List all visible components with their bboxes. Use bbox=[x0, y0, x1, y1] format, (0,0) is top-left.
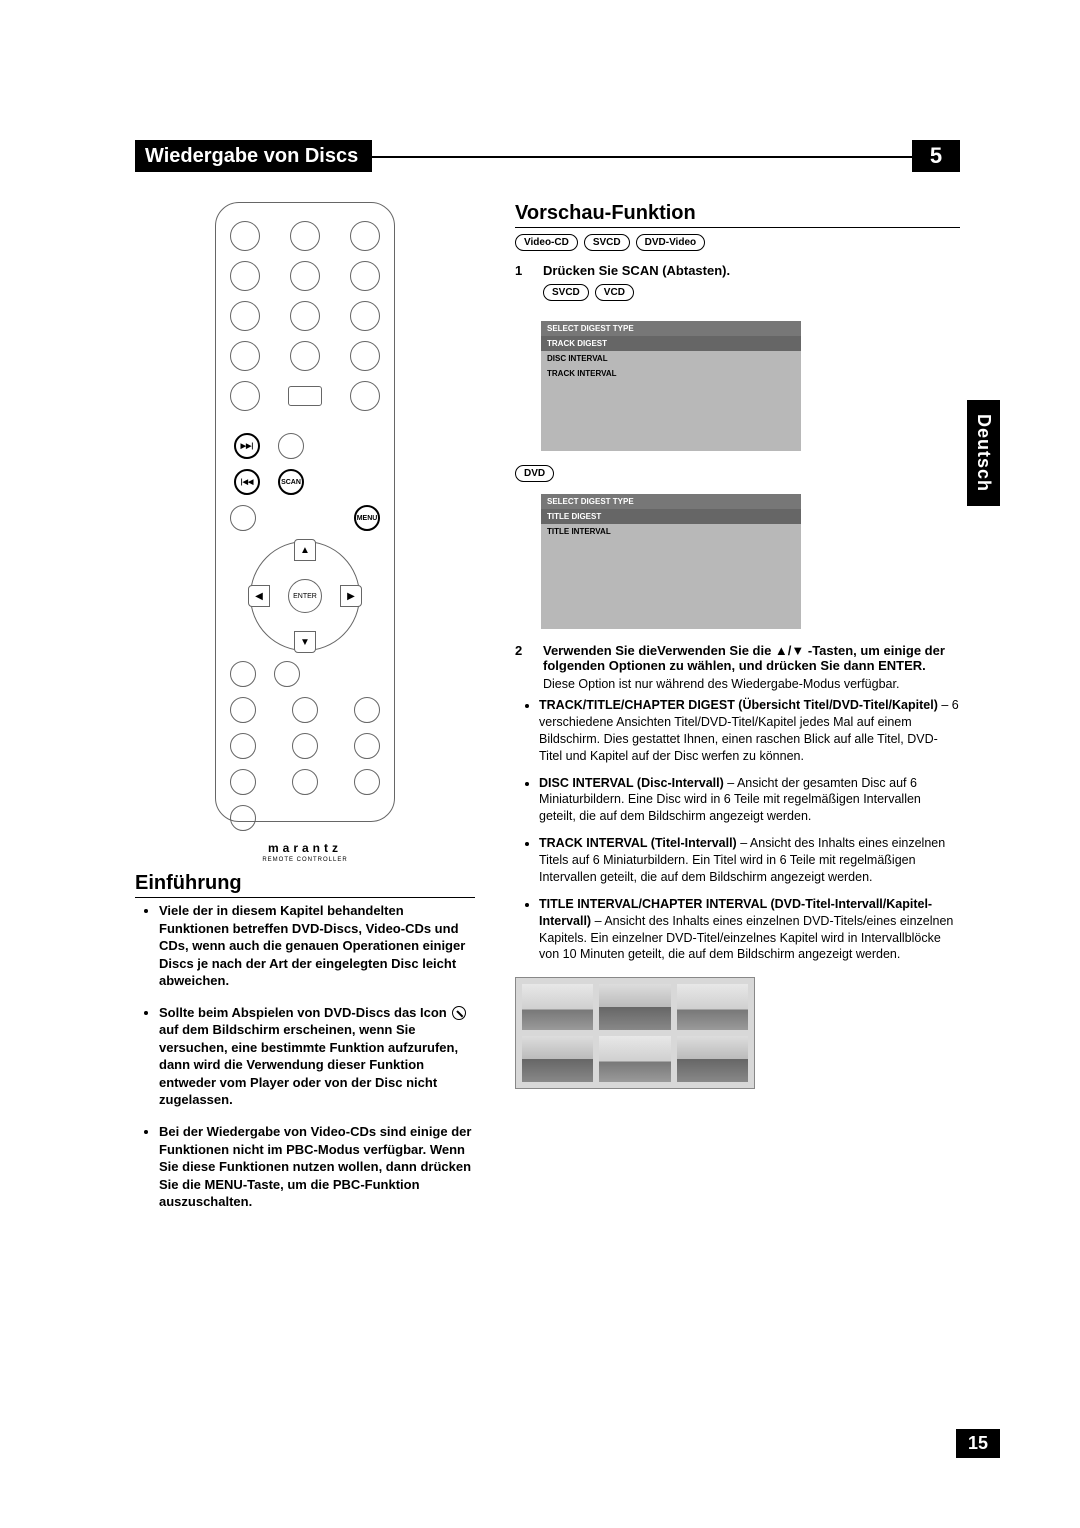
bullet-item: TRACK INTERVAL (Titel-Intervall) – Ansic… bbox=[539, 835, 960, 886]
thumbnail bbox=[522, 1036, 593, 1082]
dpad-left-icon: ◀ bbox=[248, 585, 270, 607]
option-bullets: TRACK/TITLE/CHAPTER DIGEST (Übersicht Ti… bbox=[515, 697, 960, 963]
format-pills: Video-CD SVCD DVD-Video bbox=[515, 234, 960, 251]
pill-svcd: SVCD bbox=[584, 234, 630, 251]
thumbnail bbox=[522, 984, 593, 1030]
step-1: 1 Drücken Sie SCAN (Abtasten). SVCD VCD bbox=[515, 263, 960, 313]
osd-svcd: SELECT DIGEST TYPE TRACK DIGEST DISC INT… bbox=[541, 321, 801, 451]
thumbnail-grid bbox=[515, 977, 755, 1089]
pill-dvd-video: DVD-Video bbox=[636, 234, 706, 251]
brand-logo: marantz bbox=[230, 841, 380, 855]
remote-illustration: ▶▶| |◀◀ SCAN MENU ▲ ▼ ◀ ▶ bbox=[215, 202, 395, 822]
page-number: 15 bbox=[956, 1429, 1000, 1458]
intro-item: Viele der in diesem Kapitel behandelten … bbox=[159, 902, 475, 990]
brand-sub: REMOTE CONTROLLER bbox=[230, 857, 380, 863]
pill-video-cd: Video-CD bbox=[515, 234, 578, 251]
pill-vcd: VCD bbox=[595, 284, 634, 301]
chapter-header: Wiedergabe von Discs 5 bbox=[135, 140, 960, 172]
intro-list: Viele der in diesem Kapitel behandelten … bbox=[135, 902, 475, 1211]
dpad-right-icon: ▶ bbox=[340, 585, 362, 607]
prev-icon: |◀◀ bbox=[234, 469, 260, 495]
thumbnail bbox=[599, 984, 670, 1030]
pill-svcd: SVCD bbox=[543, 284, 589, 301]
intro-item: Bei der Wiedergabe von Video-CDs sind ei… bbox=[159, 1123, 475, 1211]
bullet-item: TITLE INTERVAL/CHAPTER INTERVAL (DVD-Tit… bbox=[539, 896, 960, 964]
chapter-title: Wiedergabe von Discs bbox=[135, 140, 372, 172]
bullet-item: DISC INTERVAL (Disc-Intervall) – Ansicht… bbox=[539, 775, 960, 826]
chapter-number: 5 bbox=[912, 140, 960, 172]
dpad-down-icon: ▼ bbox=[294, 631, 316, 653]
menu-button: MENU bbox=[354, 505, 380, 531]
language-tab: Deutsch bbox=[967, 400, 1000, 506]
enter-button: ENTER bbox=[288, 579, 322, 613]
bullet-item: TRACK/TITLE/CHAPTER DIGEST (Übersicht Ti… bbox=[539, 697, 960, 765]
scan-button: SCAN bbox=[278, 469, 304, 495]
osd-dvd: SELECT DIGEST TYPE TITLE DIGEST TITLE IN… bbox=[541, 494, 801, 629]
dpad: ▲ ▼ ◀ ▶ ENTER bbox=[250, 541, 360, 651]
step-2: 2 Verwenden Sie dieVerwenden Sie die ▲/▼… bbox=[515, 643, 960, 691]
intro-heading: Einführung bbox=[135, 872, 475, 898]
thumbnail bbox=[677, 984, 748, 1030]
header-rule bbox=[372, 140, 912, 158]
next-icon: ▶▶| bbox=[234, 433, 260, 459]
dpad-up-icon: ▲ bbox=[294, 539, 316, 561]
thumbnail bbox=[599, 1036, 670, 1082]
intro-item: Sollte beim Abspielen von DVD-Discs das … bbox=[159, 1004, 475, 1109]
prohibit-icon bbox=[452, 1006, 466, 1020]
pill-dvd: DVD bbox=[515, 465, 554, 482]
preview-heading: Vorschau-Funktion bbox=[515, 202, 960, 228]
thumbnail bbox=[677, 1036, 748, 1082]
